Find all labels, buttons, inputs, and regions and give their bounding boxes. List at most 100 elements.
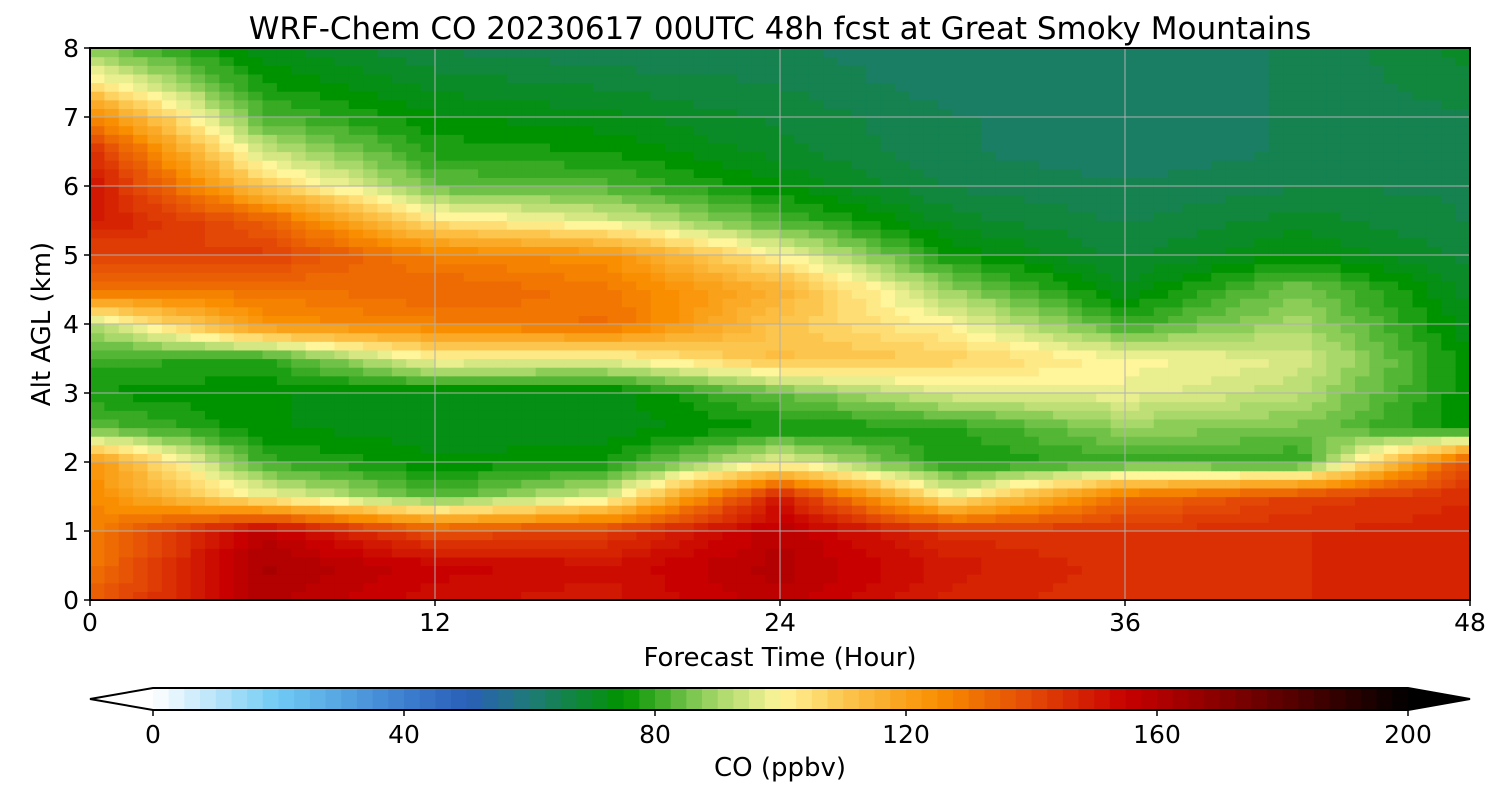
heatmap-cell (751, 427, 767, 437)
heatmap-cell (665, 177, 680, 187)
heatmap-cell (1311, 539, 1327, 549)
heatmap-cell (736, 298, 752, 308)
heatmap-cell (1053, 367, 1069, 377)
heatmap-cell (1125, 470, 1140, 480)
heatmap-cell (1110, 263, 1126, 273)
heatmap-cell (851, 280, 867, 291)
heatmap-cell (851, 367, 867, 377)
heatmap-cell (780, 194, 795, 204)
heatmap-cell (665, 194, 680, 204)
heatmap-cell (593, 151, 609, 161)
heatmap-cell (593, 341, 609, 351)
heatmap-cell (161, 289, 177, 299)
heatmap-cell (765, 332, 781, 342)
heatmap-cell (966, 393, 982, 403)
heatmap-cell (952, 306, 968, 316)
heatmap-cell (1153, 220, 1169, 230)
heatmap-cell (1283, 151, 1299, 161)
heatmap-cell (938, 255, 954, 265)
heatmap-cell (1010, 186, 1025, 196)
heatmap-cell (1240, 229, 1255, 239)
heatmap-cell (161, 263, 177, 273)
heatmap-cell (1081, 358, 1097, 368)
heatmap-cell (578, 582, 594, 592)
heatmap-cell (550, 358, 565, 368)
heatmap-cell (736, 462, 752, 472)
heatmap-cell (1326, 272, 1342, 282)
heatmap-cell (334, 418, 350, 429)
heatmap-cell (1355, 418, 1370, 429)
heatmap-cell (1053, 591, 1069, 600)
heatmap-cell (348, 531, 364, 541)
heatmap-cell (1283, 375, 1299, 385)
heatmap-cell (851, 418, 867, 429)
heatmap-cell (823, 479, 839, 489)
heatmap-cell (90, 556, 105, 567)
heatmap-cell (535, 324, 551, 334)
heatmap-cell (966, 324, 982, 334)
heatmap-cell (233, 418, 249, 429)
heatmap-cell (377, 263, 393, 273)
heatmap-cell (1168, 444, 1184, 454)
heatmap-cell (219, 151, 235, 161)
heatmap-cell (1311, 237, 1327, 247)
heatmap-cell (593, 332, 609, 342)
heatmap-cell (276, 211, 292, 222)
heatmap-cell (722, 393, 738, 403)
heatmap-cell (133, 470, 149, 480)
heatmap-cell (205, 453, 220, 463)
heatmap-cell (1340, 393, 1356, 403)
heatmap-cell (1168, 393, 1184, 403)
heatmap-cell (866, 418, 882, 429)
heatmap-cell (909, 487, 925, 498)
heatmap-cell (1240, 505, 1255, 515)
heatmap-cell (492, 324, 508, 334)
heatmap-cell (334, 349, 350, 360)
heatmap-cell (190, 168, 206, 178)
heatmap-cell (1398, 280, 1414, 291)
heatmap-cell (866, 427, 882, 437)
heatmap-cell (1441, 341, 1457, 351)
heatmap-cell (1096, 384, 1112, 394)
heatmap-cell (1412, 186, 1428, 196)
heatmap-cell (966, 306, 982, 316)
heatmap-cell (435, 263, 450, 273)
heatmap-cell (161, 522, 177, 532)
heatmap-cell (1196, 367, 1212, 377)
heatmap-cell (1441, 367, 1457, 377)
heatmap-cell (449, 462, 465, 472)
heatmap-cell (736, 194, 752, 204)
heatmap-cell (1455, 436, 1470, 446)
heatmap-cell (1182, 444, 1198, 454)
heatmap-cell (736, 151, 752, 161)
heatmap-cell (1196, 582, 1212, 592)
heatmap-cell (1254, 393, 1270, 403)
heatmap-cell (851, 496, 867, 506)
heatmap-cell (90, 168, 105, 178)
heatmap-cell (449, 470, 465, 480)
heatmap-cell (147, 496, 163, 506)
heatmap-cell (1240, 548, 1255, 558)
heatmap-cell (1283, 315, 1299, 325)
heatmap-cell (248, 358, 264, 368)
heatmap-cell (880, 358, 896, 368)
heatmap-cell (1441, 237, 1457, 247)
heatmap-cell (1067, 315, 1083, 325)
heatmap-cell (90, 548, 105, 558)
heatmap-cell (938, 341, 954, 351)
heatmap-cell (1326, 289, 1342, 299)
heatmap-cell (1096, 367, 1112, 377)
heatmap-cell (621, 401, 637, 411)
heatmap-cell (1311, 160, 1327, 170)
heatmap-cell (607, 556, 623, 567)
heatmap-cell (391, 565, 407, 575)
heatmap-cell (1355, 272, 1370, 282)
heatmap-cell (1024, 272, 1040, 282)
heatmap-cell (161, 211, 177, 222)
heatmap-cell (794, 496, 810, 506)
heatmap-cell (118, 418, 134, 429)
heatmap-cell (1311, 324, 1327, 334)
heatmap-cell (564, 367, 580, 377)
heatmap-cell (1240, 582, 1255, 592)
heatmap-cell (794, 160, 810, 170)
